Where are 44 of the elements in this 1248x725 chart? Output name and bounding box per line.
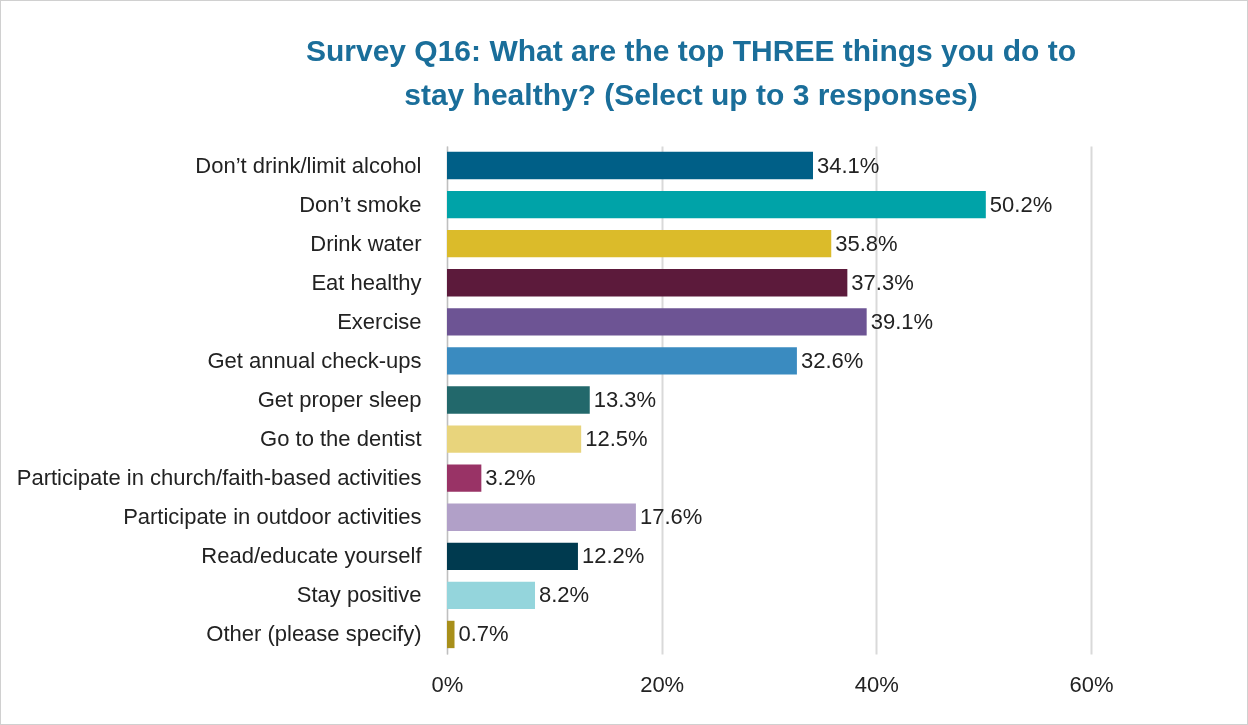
y-tick-label: Participate in church/faith-based activities	[16, 465, 422, 491]
y-tick-label: Eat healthy	[311, 269, 422, 295]
y-tick-label: Don’t drink/limit alcohol	[195, 152, 422, 178]
bar	[447, 347, 797, 375]
data-label: 3.2%	[485, 465, 536, 491]
bar	[447, 269, 848, 297]
y-tick-label: Go to the dentist	[260, 426, 422, 452]
data-label: 0.7%	[458, 621, 509, 647]
data-label: 39.1%	[870, 308, 934, 334]
y-tick-label: Participate in outdoor activities	[123, 504, 422, 530]
data-label: 35.8%	[835, 230, 898, 256]
bar	[447, 190, 986, 219]
y-tick-label: Stay positive	[296, 582, 422, 608]
x-tick-label: 40%	[854, 671, 899, 697]
bar	[447, 620, 455, 649]
data-label: 13.3%	[593, 387, 657, 412]
y-tick-label: Don’t smoke	[299, 191, 422, 217]
bar	[447, 386, 590, 414]
data-label: 37.3%	[851, 269, 914, 295]
bar	[447, 581, 536, 610]
data-label: 32.6%	[800, 347, 864, 373]
y-tick-label: Drink water	[310, 230, 422, 256]
bar	[447, 503, 636, 531]
bar	[447, 230, 832, 258]
x-tick-label: 0%	[431, 671, 464, 697]
data-label: 34.1%	[817, 152, 880, 178]
chart-title: Survey Q16: What are the top THREE things you do to stay healthy? (Select up to 3 responses)	[304, 33, 1078, 113]
bar	[447, 151, 814, 180]
y-tick-label: Get annual check-ups	[207, 347, 422, 373]
y-tick-label: Exercise	[337, 308, 422, 334]
bar	[447, 542, 578, 570]
data-label: 50.2%	[989, 191, 1053, 217]
y-tick-label: Get proper sleep	[257, 387, 422, 412]
bar	[447, 308, 867, 336]
x-tick-label: 60%	[1069, 671, 1114, 697]
bar	[447, 464, 482, 492]
data-label: 8.2%	[539, 582, 590, 608]
y-tick-label: Read/educate yourself	[201, 543, 423, 569]
data-label: 12.5%	[585, 426, 648, 452]
x-tick-label: 20%	[640, 671, 685, 697]
data-label: 12.2%	[581, 543, 645, 569]
bar	[447, 425, 582, 453]
y-tick-label: Other (please specify)	[206, 621, 422, 647]
data-label: 17.6%	[639, 504, 703, 530]
